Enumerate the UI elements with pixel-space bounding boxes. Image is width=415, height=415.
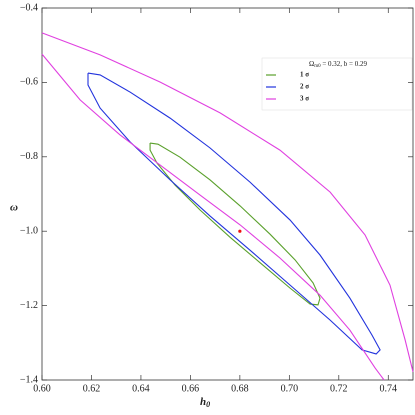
x-tick-label: 0.66 — [182, 383, 200, 394]
x-tick-label: 0.74 — [380, 383, 398, 394]
y-tick-label: −0.4 — [20, 2, 38, 13]
legend-title: Ωm0 = 0.32, b = 0.29 — [309, 60, 367, 70]
legend-title-symbol: Ω — [309, 60, 314, 68]
contour — [41, 32, 414, 381]
x-label-subscript: 0 — [206, 400, 210, 409]
y-tick-label: −1.0 — [20, 225, 38, 236]
best-fit-point — [238, 229, 242, 233]
legend-title-text: = 0.32, b = 0.29 — [321, 60, 368, 68]
legend-label: 2 σ — [300, 83, 309, 91]
x-tick-label: 0.70 — [281, 383, 299, 394]
legend-title-subscript: m0 — [314, 64, 321, 69]
y-tick-label: −1.2 — [20, 300, 38, 311]
y-axis-label: ω — [10, 202, 18, 214]
y-tick-label: −1.4 — [20, 374, 38, 385]
legend-label: 3 σ — [300, 95, 309, 103]
plot-frame — [41, 7, 414, 381]
x-tick-label: 0.64 — [132, 383, 150, 394]
x-tick-label: 0.60 — [33, 383, 51, 394]
x-tick-label: 0.72 — [330, 383, 348, 394]
x-tick-label: 0.68 — [231, 383, 249, 394]
contour — [87, 72, 381, 355]
legend-label: 1 σ — [300, 71, 309, 79]
y-tick-label: −0.6 — [20, 77, 38, 88]
legend-box — [261, 57, 413, 111]
x-axis-label: h0 — [200, 396, 210, 409]
x-tick-label: 0.62 — [83, 383, 101, 394]
y-tick-label: −0.8 — [20, 151, 38, 162]
x-label-symbol: h — [200, 396, 206, 408]
